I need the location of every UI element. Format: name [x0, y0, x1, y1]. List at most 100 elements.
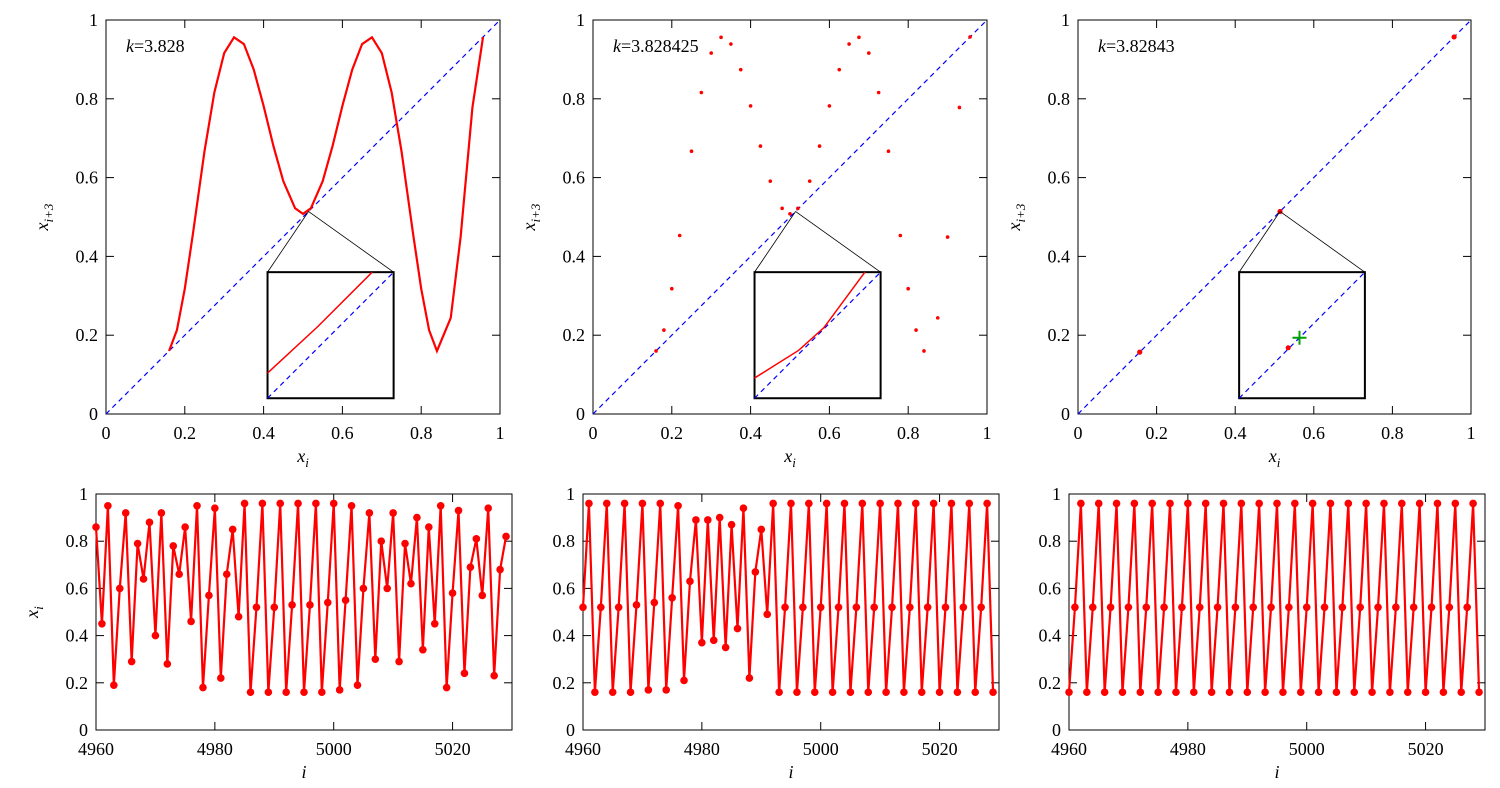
x-tick-label: 4980: [684, 739, 720, 759]
data-line: [267, 271, 373, 374]
x-tick-label: 4980: [197, 739, 233, 759]
data-point: [1386, 688, 1394, 697]
data-point: [193, 502, 201, 510]
data-point: [748, 104, 753, 108]
data-point: [222, 570, 231, 579]
x-axis-label-sub: i: [792, 455, 796, 470]
data-point: [1118, 688, 1127, 697]
inset-frame: [266, 271, 395, 400]
data-point: [1380, 499, 1388, 508]
x-tick-label: 0.4: [252, 423, 275, 443]
x-axis-label: i: [788, 762, 793, 782]
data-point: [689, 149, 694, 154]
data-point: [448, 589, 457, 597]
data-point: [1130, 499, 1139, 508]
data-point: [968, 35, 972, 39]
data-point: [436, 502, 445, 510]
annotation-symbol: k: [613, 36, 622, 56]
data-point: [852, 603, 861, 612]
x-axis-label-sub: i: [1277, 455, 1281, 470]
data-point: [175, 570, 183, 579]
marker-plus: [1292, 330, 1307, 345]
data-point: [699, 90, 704, 95]
y-axis-label-base: x: [519, 222, 539, 231]
data-point: [1255, 499, 1263, 508]
y-axis-label-base: x: [1004, 222, 1024, 231]
data-point: [205, 591, 213, 600]
data-point: [1249, 603, 1258, 612]
data-point: [719, 35, 723, 40]
data-point: [169, 542, 178, 550]
data-point: [1124, 603, 1133, 612]
data-point: [729, 42, 733, 46]
data-point: [1291, 499, 1299, 508]
data-point: [1326, 499, 1335, 508]
x-tick-label: 0: [1074, 423, 1083, 443]
data-point: [929, 499, 938, 508]
y-axis-label-base: x: [22, 610, 42, 619]
data-point: [1225, 688, 1234, 697]
data-point: [614, 603, 623, 612]
data-point: [834, 603, 843, 612]
data-point: [898, 233, 903, 238]
x-axis-label: xi: [783, 446, 796, 470]
data-point: [1338, 603, 1347, 612]
zoom-connector: [308, 211, 394, 273]
zoom-connector: [1279, 211, 1366, 273]
data-point: [876, 499, 884, 508]
y-tick-label: 1: [1052, 484, 1061, 504]
x-tick-label: 1: [983, 423, 992, 443]
data-point: [638, 499, 647, 508]
x-axis-label-base: x: [1268, 446, 1277, 466]
data-point: [662, 686, 670, 694]
data-point: [799, 603, 807, 612]
data-point: [115, 584, 124, 593]
data-point: [211, 504, 219, 512]
data-point: [341, 596, 350, 604]
data-point: [864, 688, 873, 697]
data-point: [1445, 603, 1454, 612]
data-point: [1344, 499, 1353, 508]
data-point: [217, 674, 225, 682]
data-point: [383, 584, 392, 593]
data-point: [886, 149, 891, 154]
y-tick-label: 1: [566, 484, 575, 504]
data-point: [751, 568, 760, 576]
y-axis-label-sub: i+3: [41, 203, 56, 222]
x-tick-label: 0.2: [661, 423, 684, 443]
y-axis-label-sub: i: [31, 606, 46, 610]
y-tick-label: 0.6: [553, 578, 576, 598]
data-point: [1261, 688, 1269, 697]
data-point: [847, 42, 851, 46]
y-tick-label: 0.4: [563, 246, 586, 266]
data-point: [739, 504, 748, 512]
data-point: [270, 603, 279, 612]
data-point: [733, 624, 742, 633]
x-axis-label-base: x: [296, 446, 305, 466]
data-point: [187, 617, 195, 626]
data-point: [312, 499, 320, 508]
data-point: [133, 539, 142, 548]
data-point: [781, 603, 789, 612]
data-point: [1237, 499, 1246, 508]
x-tick-label: 4960: [565, 739, 601, 759]
x-tick-label: 0.6: [818, 423, 841, 443]
zoom-connector: [267, 211, 309, 273]
data-point: [709, 51, 713, 55]
data-point: [644, 686, 653, 694]
data-point: [597, 603, 605, 612]
data-point: [371, 655, 380, 663]
data-point: [608, 688, 617, 697]
data-point: [490, 671, 498, 680]
y-tick-label: 0.2: [1039, 673, 1062, 693]
x-axis-label: xi: [296, 446, 309, 470]
data-point: [1154, 688, 1162, 697]
data-point: [460, 669, 469, 678]
data-point: [805, 499, 813, 508]
data-point: [923, 603, 932, 612]
data-point: [1088, 603, 1097, 612]
data-point: [1457, 688, 1466, 697]
data-point: [472, 535, 481, 543]
data-point: [721, 643, 730, 652]
